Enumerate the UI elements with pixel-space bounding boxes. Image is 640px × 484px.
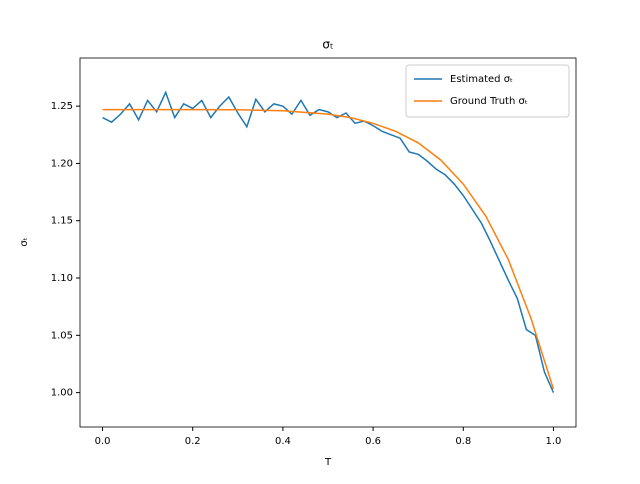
plot-frame [79, 57, 577, 428]
x-axis-label: T [324, 457, 332, 468]
x-tick-label: 0.0 [95, 436, 111, 447]
y-axis-label: σₜ [19, 237, 30, 246]
legend-label: Ground Truth σₜ [450, 96, 528, 107]
y-tick-label: 1.05 [51, 330, 73, 341]
chart-title: σₜ [322, 38, 333, 52]
x-tick-label: 0.8 [455, 436, 471, 447]
y-tick-label: 1.25 [51, 101, 73, 112]
y-tick-label: 1.10 [51, 273, 73, 284]
y-tick-label: 1.20 [51, 158, 73, 169]
data-line [102, 108, 555, 390]
data-line [102, 90, 555, 393]
x-tick-label: 0.6 [365, 436, 381, 447]
x-tick-label: 0.4 [275, 436, 291, 447]
y-tick-label: 1.00 [51, 388, 73, 399]
x-tick-label: 1.0 [546, 436, 562, 447]
legend-label: Estimated σₜ [450, 74, 513, 85]
legend-box [405, 64, 570, 118]
y-tick-label: 1.15 [51, 216, 73, 227]
x-tick-label: 0.2 [185, 436, 201, 447]
